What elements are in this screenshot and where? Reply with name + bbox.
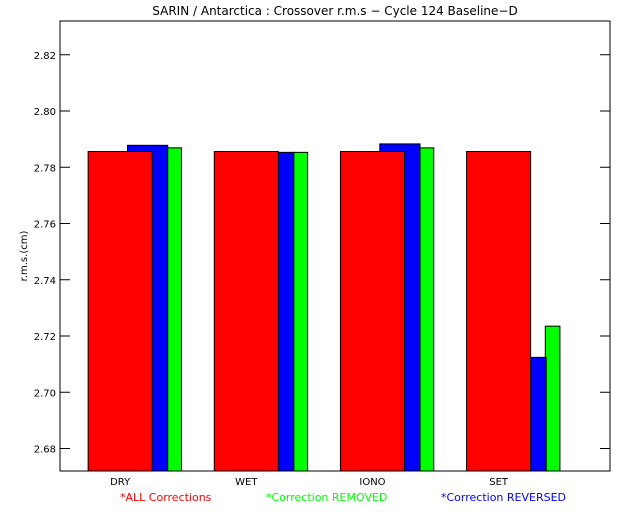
x-category-label: IONO: [359, 477, 385, 488]
bar-all-corrections: [213, 151, 279, 472]
x-axis-categories: DRY WET IONO SET: [110, 477, 509, 488]
bar-all-corrections: [466, 151, 532, 472]
y-tick-label: 2.70: [34, 388, 56, 399]
x-category-label: DRY: [110, 477, 131, 488]
x-category-label: WET: [235, 477, 258, 488]
x-category-label: SET: [489, 477, 509, 488]
chart-title: SARIN / Antarctica : Crossover r.m.s − C…: [152, 4, 517, 18]
y-tick-label: 2.74: [34, 276, 56, 287]
y-tick-label: 2.78: [34, 163, 56, 174]
y-axis: 2.68 2.70 2.72 2.74 2.76 2.78 2.80 2.82: [34, 51, 610, 456]
y-tick-label: 2.68: [34, 445, 56, 456]
y-tick-label: 2.82: [34, 51, 56, 62]
y-tick-label: 2.80: [34, 107, 56, 118]
legend-item: *ALL Corrections: [120, 491, 212, 504]
legend-item: *Correction REVERSED: [441, 491, 566, 504]
bar-all-corrections: [87, 151, 153, 472]
legend-item: *Correction REMOVED: [266, 491, 387, 504]
bar-correction-removed: [292, 151, 309, 472]
y-axis-label: r.m.s.(cm): [19, 231, 30, 282]
bar-correction-removed: [166, 147, 182, 472]
legend: *ALL Corrections *Correction REMOVED *Corr…: [120, 491, 566, 504]
bar-correction-removed: [544, 325, 561, 472]
y-tick-label: 2.76: [34, 220, 56, 231]
bars-layer: [87, 143, 561, 472]
plot-frame: [59, 20, 611, 472]
bar-correction-removed: [418, 147, 435, 472]
bar-all-corrections: [339, 151, 406, 472]
y-tick-label: 2.72: [34, 332, 56, 343]
